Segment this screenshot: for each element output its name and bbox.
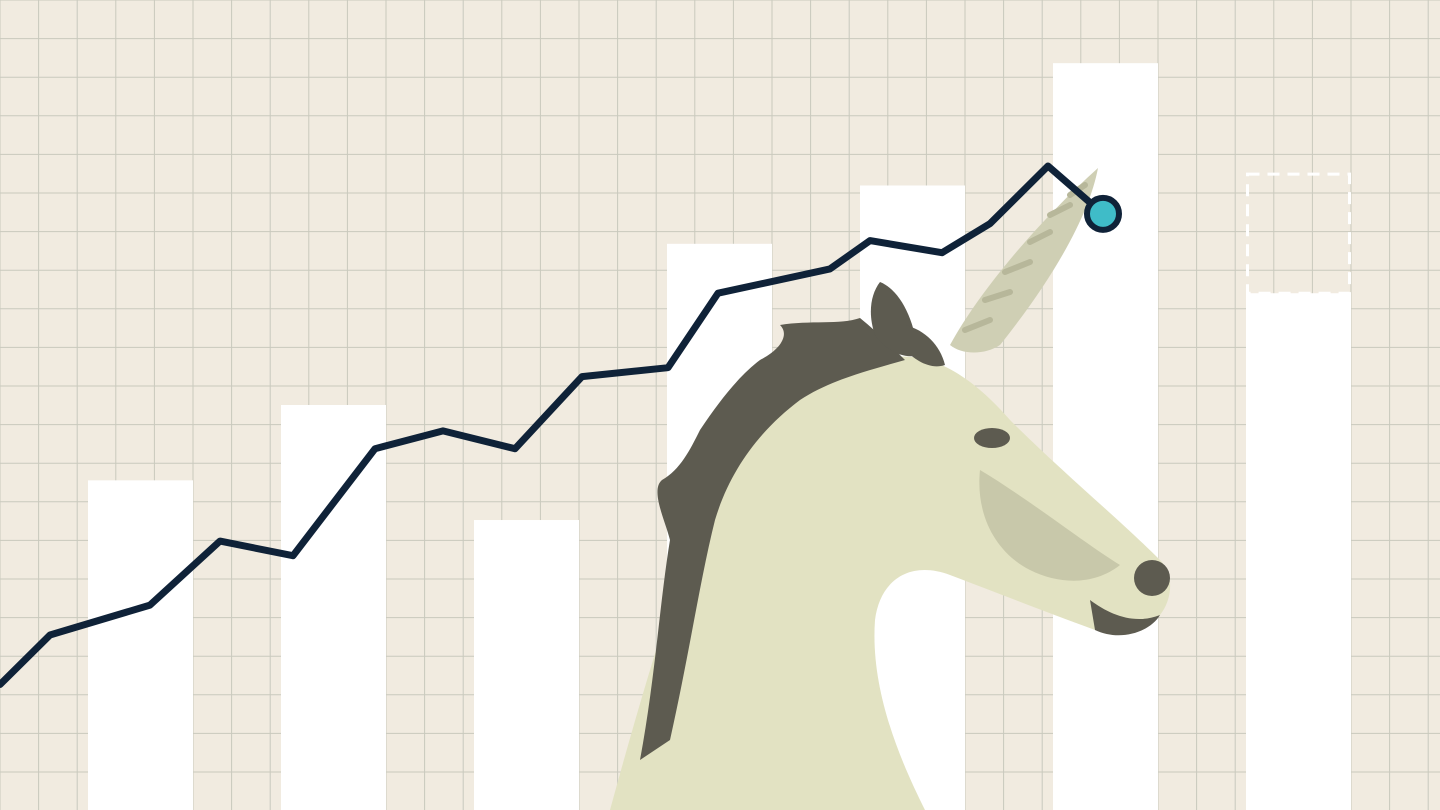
bar-projected-outline — [1246, 172, 1351, 295]
bar — [88, 480, 193, 810]
unicorn-cheek-shade — [979, 470, 1120, 581]
trend-line — [0, 162, 1107, 688]
unicorn-neck — [610, 356, 1171, 810]
unicorn-mane — [640, 318, 905, 760]
unicorn-head-icon — [610, 168, 1171, 810]
bar — [281, 405, 386, 810]
bar — [1246, 293, 1351, 810]
unicorn-horn-spiral — [962, 182, 1088, 333]
bar — [474, 520, 579, 810]
unicorn-forelock — [905, 325, 945, 367]
trend-line-layer — [0, 162, 1122, 688]
bar — [1053, 63, 1158, 810]
trend-endpoint-marker — [1084, 194, 1122, 233]
unicorn-muzzle — [1134, 560, 1170, 596]
unicorn-horn — [950, 168, 1098, 353]
unicorn-eye — [974, 428, 1010, 448]
unicorn-mouth — [1090, 600, 1160, 636]
